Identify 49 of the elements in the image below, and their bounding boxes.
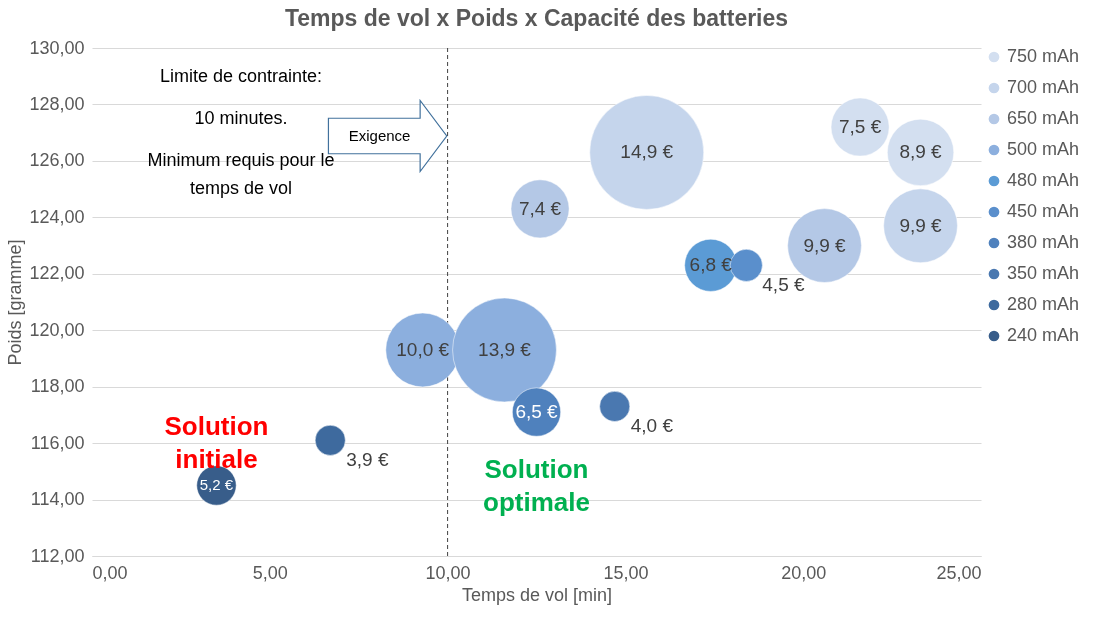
chart-title: Temps de vol x Poids x Capacité des batteries xyxy=(284,5,789,31)
annotation: 10,0 € xyxy=(396,338,450,360)
x-tick-label: 15,00 xyxy=(603,562,649,583)
ref-line-label: Exigence xyxy=(348,127,411,144)
annotation: 13,9 € xyxy=(478,338,532,360)
annotation: 9,9 € xyxy=(899,214,943,236)
annotation: Limite de contrainte: xyxy=(159,66,323,86)
legend-label: 240 mAh xyxy=(1007,325,1080,345)
annotation: Solution initiale xyxy=(164,411,269,475)
y-axis-title: Poids [gramme] xyxy=(5,239,26,366)
legend-label: 700 mAh xyxy=(1007,77,1080,97)
legend-label: 650 mAh xyxy=(1007,108,1080,128)
y-tick-label: 116,00 xyxy=(30,432,85,453)
annotation: 6,5 € xyxy=(515,401,559,423)
y-tick-label: 124,00 xyxy=(29,206,85,227)
x-tick-label: 10,00 xyxy=(425,562,471,583)
annotation: 4,0 € xyxy=(630,415,674,437)
y-tick-label: 112,00 xyxy=(30,545,85,566)
legend-label: 480 mAh xyxy=(1007,170,1080,190)
x-tick-label: 25,00 xyxy=(936,562,982,583)
legend-label: 500 mAh xyxy=(1007,139,1080,159)
y-tick-label: 122,00 xyxy=(29,263,85,284)
legend-label: 450 mAh xyxy=(1007,201,1080,221)
annotation: 10 minutes. xyxy=(194,108,288,128)
y-tick-label: 130,00 xyxy=(29,37,85,58)
annotation: 9,9 € xyxy=(803,234,847,256)
annotation: 5,2 € xyxy=(199,476,234,494)
annotation: 8,9 € xyxy=(899,141,943,163)
y-tick-label: 128,00 xyxy=(29,93,85,114)
annotation: 3,9 € xyxy=(346,449,389,471)
x-tick-label: 0,00 xyxy=(92,562,128,583)
y-tick-label: 114,00 xyxy=(30,489,85,510)
annotation: Minimum requis pour le temps de vol xyxy=(147,150,335,198)
annotation: 7,5 € xyxy=(838,116,882,138)
y-tick-label: 126,00 xyxy=(29,150,85,171)
x-tick-label: 20,00 xyxy=(781,562,827,583)
x-axis-title: Temps de vol [min] xyxy=(461,584,613,605)
annotation: 4,5 € xyxy=(762,274,805,296)
x-tick-label: 5,00 xyxy=(252,562,288,583)
legend-label: 380 mAh xyxy=(1007,232,1080,252)
y-tick-label: 120,00 xyxy=(29,319,85,340)
y-tick-label: 118,00 xyxy=(30,376,85,397)
annotation: 7,4 € xyxy=(518,197,562,219)
legend-label: 280 mAh xyxy=(1007,294,1080,314)
legend-label: 350 mAh xyxy=(1007,263,1080,283)
annotation: 6,8 € xyxy=(689,254,733,276)
legend-label: 750 mAh xyxy=(1007,46,1080,66)
annotation: Solution optimale xyxy=(483,454,590,518)
annotation: 14,9 € xyxy=(620,141,674,163)
